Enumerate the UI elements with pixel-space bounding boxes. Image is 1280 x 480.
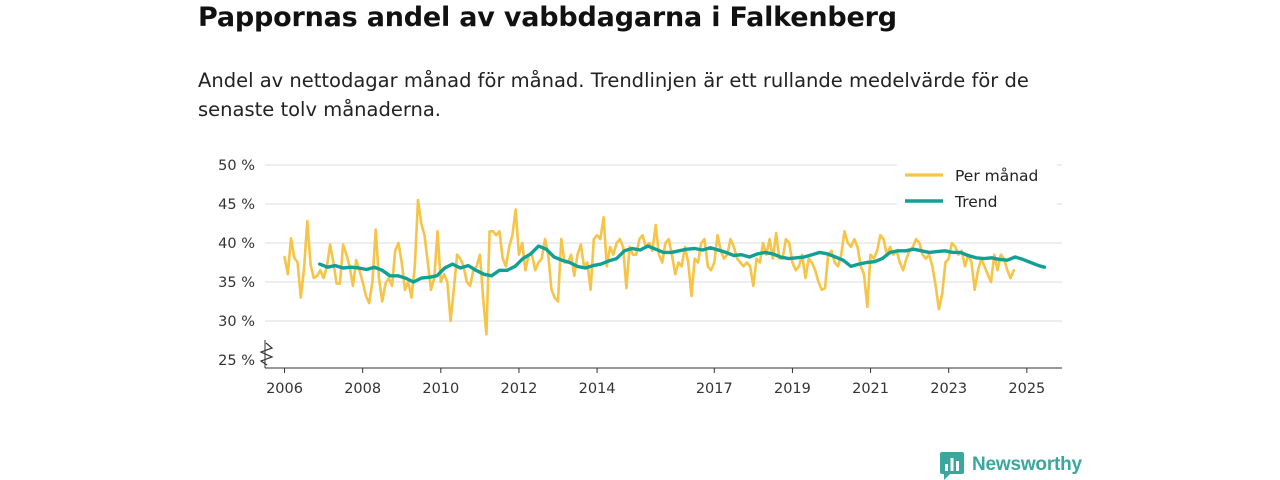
x-tick-label: 2010	[422, 381, 459, 397]
chart-title: Pappornas andel av vabbdagarna i Falkenb…	[198, 2, 897, 33]
x-tick-label: 2025	[1008, 381, 1045, 397]
newsworthy-logo[interactable]: Newsworthy	[940, 450, 1082, 480]
x-axis-ticks: 2006 2008 2010 2012 2014 2017 2019 2021 2023 2025	[266, 368, 1045, 397]
x-tick-label: 2017	[696, 381, 733, 397]
legend-label-trend: Trend	[954, 193, 997, 211]
y-axis-break-icon	[259, 342, 274, 366]
chart-subtitle: Andel av nettodagar månad för månad. Tre…	[198, 69, 1029, 121]
bar-chart-bubble-icon	[940, 452, 964, 480]
y-tick-label: 25 %	[218, 353, 255, 369]
axes	[259, 340, 1062, 369]
series-line-per-manad	[283, 198, 1016, 336]
series	[283, 198, 1047, 336]
y-tick-label: 40 %	[218, 236, 255, 252]
legend-label-per-manad: Per månad	[955, 167, 1038, 185]
brand-name: Newsworthy	[972, 454, 1082, 475]
x-tick-label: 2014	[579, 381, 616, 397]
y-tick-label: 45 %	[218, 197, 255, 213]
y-tick-label: 50 %	[218, 158, 255, 174]
x-tick-label: 2019	[774, 381, 811, 397]
x-tick-label: 2012	[500, 381, 537, 397]
y-axis-tick-labels: 25 % 30 % 35 % 40 % 45 % 50 %	[218, 158, 255, 369]
legend: Per månad Trend	[897, 160, 1057, 212]
x-tick-label: 2006	[266, 381, 303, 397]
x-tick-label: 2008	[344, 381, 381, 397]
y-tick-label: 30 %	[218, 314, 255, 330]
series-line-trend	[318, 244, 1047, 284]
y-tick-label: 35 %	[218, 275, 255, 291]
legend-background	[897, 160, 1057, 212]
x-tick-label: 2021	[852, 381, 889, 397]
x-tick-label: 2023	[930, 381, 967, 397]
